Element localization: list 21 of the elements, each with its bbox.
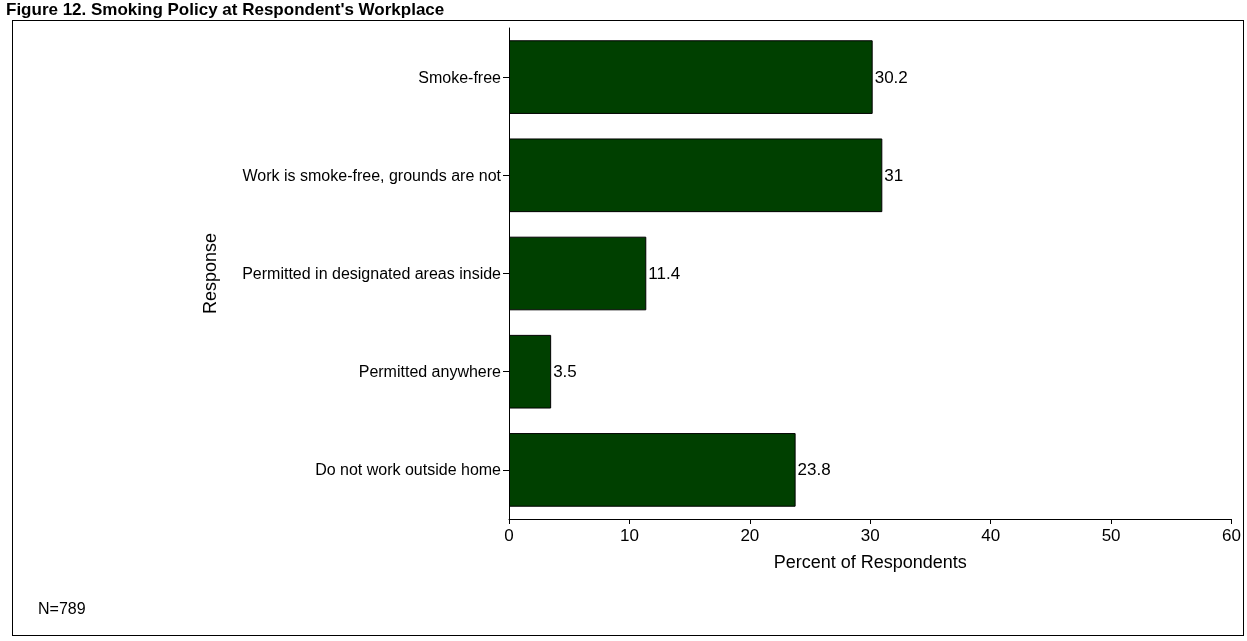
data-label: 3.5	[553, 362, 577, 382]
y-tick-label: Work is smoke-free, grounds are not	[242, 166, 502, 184]
y-tick-label: Permitted in designated areas inside	[242, 265, 502, 282]
x-tick-label: 50	[1101, 526, 1121, 545]
x-axis-title: Percent of Respondents	[773, 552, 967, 572]
text: Figure 12. Smoking Policy at Respondent's Workplace	[6, 0, 445, 20]
data-label: 23.8	[797, 460, 831, 480]
y-axis-title: Response	[200, 232, 220, 315]
x-tick-label: 40	[981, 526, 1001, 545]
x-tick-label: 30	[860, 526, 880, 545]
data-label: 11.4	[648, 264, 681, 283]
x-tick-label: 20	[740, 526, 760, 545]
data-label: 30.2	[874, 67, 908, 87]
y-tick-label: Smoke-free	[418, 68, 502, 86]
y-tick-label: Permitted anywhere	[358, 363, 502, 381]
text: N=789	[38, 600, 86, 618]
x-tick-label: 60	[1222, 526, 1242, 545]
y-tick-label: Do not work outside home	[315, 461, 502, 479]
x-tick-label: 10	[619, 526, 639, 545]
data-label: 31	[884, 165, 904, 185]
x-tick-label: 0	[504, 526, 514, 545]
